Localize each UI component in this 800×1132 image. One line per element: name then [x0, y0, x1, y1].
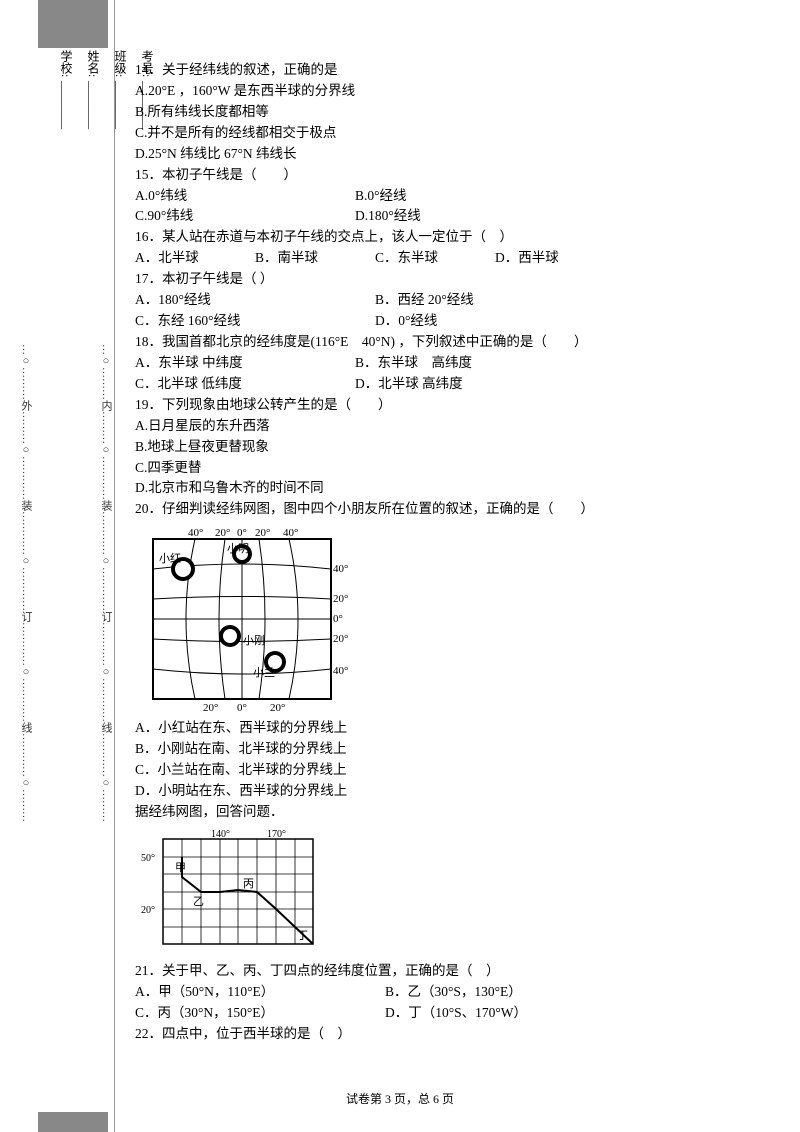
svg-text:甲: 甲 [175, 862, 186, 874]
binding-outer: …○………外………○…………装…………○…………订…………○…………线…………○… [18, 55, 34, 1110]
q14-stem: 14．关于经纬线的叙述，正确的是 [135, 60, 745, 81]
q17-stem: 17．本初子午线是（ ） [135, 269, 745, 290]
q21-stem: 21．关于甲、乙、丙、丁四点的经纬度位置，正确的是（ ） [135, 961, 745, 982]
q20-stem: 20．仔细判读经纬网图，图中四个小朋友所在位置的叙述，正确的是（ ） [135, 499, 745, 520]
school-label: 学校: [58, 50, 75, 77]
svg-text:丙: 丙 [243, 878, 254, 890]
svg-text:170°: 170° [267, 829, 286, 840]
q19-c: C.四季更替 [135, 458, 745, 479]
svg-text:20°: 20° [141, 905, 155, 916]
svg-text:20°: 20° [203, 702, 218, 714]
q15-stem: 15．本初子午线是（ ） [135, 165, 745, 186]
q15-ab: A.0°纬线B.0°经线 [135, 186, 745, 207]
svg-text:20°: 20° [215, 527, 230, 539]
q14-d: D.25°N 纬线比 67°N 纬线长 [135, 144, 745, 165]
class-label: 班级: [112, 50, 129, 77]
q16-stem: 16．某人站在赤道与本初子午线的交点上，该人一定位于（ ） [135, 227, 745, 248]
q20-a: A．小红站在东、西半球的分界线上 [135, 718, 745, 739]
svg-text:0°: 0° [237, 702, 247, 714]
content-area: 14．关于经纬线的叙述，正确的是 A.20°E ，160°W 是东西半球的分界线… [135, 60, 745, 1045]
svg-text:20°: 20° [333, 633, 348, 645]
q18-cd: C．北半球 低纬度D．北半球 高纬度 [135, 374, 745, 395]
q20-follow: 据经纬网图，回答问题． [135, 802, 745, 823]
q18-ab: A．东半球 中纬度B．东半球 高纬度 [135, 353, 745, 374]
svg-text:20°: 20° [333, 593, 348, 605]
q19-stem: 19．下列现象由地球公转产生的是（ ） [135, 395, 745, 416]
q17-ab: A．180°经线B．西经 20°经线 [135, 290, 745, 311]
q20-d: D．小明站在东、西半球的分界线上 [135, 781, 745, 802]
gray-block-bottom [38, 1112, 108, 1132]
class-blank: ________ [113, 81, 128, 129]
q22-stem: 22．四点中，位于西半球的是（ ） [135, 1024, 745, 1045]
q18-stem: 18．我国首都北京的经纬度是(116°E 40°N) ，下列叙述中正确的是（ ） [135, 332, 745, 353]
q14-a: A.20°E ，160°W 是东西半球的分界线 [135, 81, 745, 102]
name-blank: ________ [86, 81, 101, 129]
svg-text:40°: 40° [283, 527, 298, 539]
q20-b: B．小刚站在南、北半球的分界线上 [135, 739, 745, 760]
fig1-grid: 40° 20° 0° 20° 40° 40° 20° 0° 20° 40° 20… [135, 524, 745, 714]
name-label: 姓名: [85, 50, 102, 77]
q21-cd: C．丙（30°N，150°E）D．丁（10°S、170°W） [135, 1003, 745, 1024]
svg-text:小明: 小明 [227, 542, 249, 555]
svg-text:小红: 小红 [159, 552, 181, 565]
q19-d: D.北京市和乌鲁木齐的时间不同 [135, 478, 745, 499]
school-blank: ________ [59, 81, 74, 129]
fig2-grid: 140° 170° 50° 20° 甲 乙 丙 丁 [135, 827, 745, 957]
gray-block-top [38, 0, 108, 48]
svg-text:0°: 0° [333, 613, 343, 625]
svg-text:40°: 40° [333, 563, 348, 575]
svg-text:50°: 50° [141, 853, 155, 864]
q19-b: B.地球上昼夜更替现象 [135, 437, 745, 458]
q17-cd: C．东经 160°经线D．0°经线 [135, 311, 745, 332]
svg-text:0°: 0° [237, 527, 247, 539]
q20-c: C．小兰站在南、北半球的分界线上 [135, 760, 745, 781]
q19-a: A.日月星辰的东升西落 [135, 416, 745, 437]
q14-c: C.并不是所有的经线都相交于极点 [135, 123, 745, 144]
svg-text:40°: 40° [333, 665, 348, 677]
q21-ab: A．甲（50°N，110°E）B．乙（30°S，130°E） [135, 982, 745, 1003]
svg-text:乙: 乙 [193, 895, 204, 908]
svg-text:小刚: 小刚 [243, 634, 265, 647]
svg-text:40°: 40° [188, 527, 203, 539]
svg-text:140°: 140° [211, 829, 230, 840]
q16-opts: A．北半球B．南半球C．东半球D．西半球 [135, 248, 745, 269]
left-margin: …○………外………○…………装…………○…………订…………○…………线…………○… [0, 0, 115, 1132]
svg-text:20°: 20° [270, 702, 285, 714]
svg-text:丁: 丁 [297, 930, 308, 942]
svg-text:小兰: 小兰 [253, 666, 275, 679]
q14-b: B.所有纬线长度都相等 [135, 102, 745, 123]
q15-cd: C.90°纬线D.180°经线 [135, 206, 745, 227]
svg-text:20°: 20° [255, 527, 270, 539]
page-footer: 试卷第 3 页，总 6 页 [0, 1090, 800, 1107]
